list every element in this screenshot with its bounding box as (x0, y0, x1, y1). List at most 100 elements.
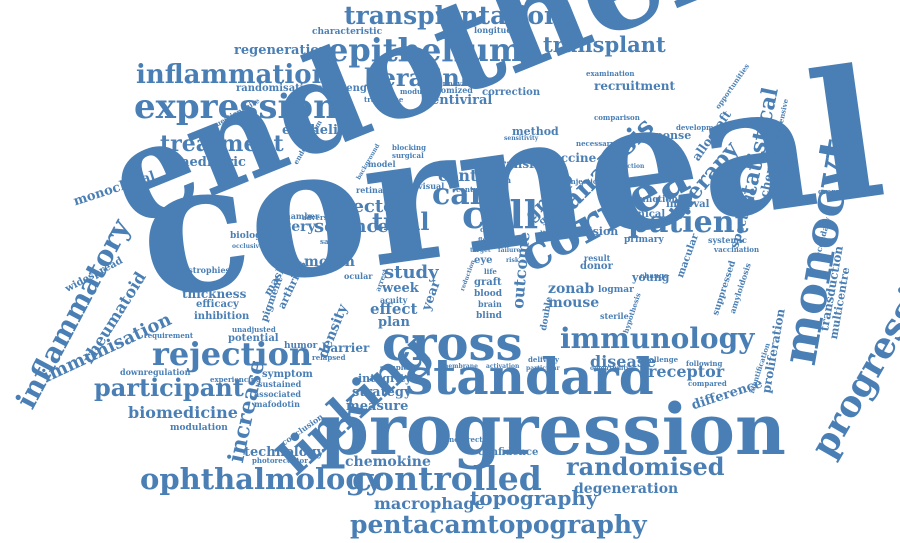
word-study: study (384, 262, 439, 283)
word-photoreceptor: photoreceptor (252, 456, 308, 465)
word-fluid: fluid (478, 237, 494, 244)
word-human: human (480, 175, 512, 185)
word-chemokine: chemokine (345, 454, 431, 470)
word-blood: blood (474, 289, 503, 299)
word-messenger: messenger (318, 83, 379, 94)
word-progression: progression (320, 388, 786, 471)
word-week: week (382, 281, 419, 296)
word-integrity: integrity (358, 372, 412, 385)
word-function: function (616, 163, 645, 170)
word-sustained: sustained (258, 379, 302, 389)
word-ophthalmology: ophthalmology (140, 462, 383, 496)
word-surgical: surgical (392, 151, 424, 160)
word-uncorrected: uncorrected (444, 435, 492, 444)
word-modulation: modulation (170, 423, 228, 433)
word-expression: expression (134, 87, 338, 127)
word-logmar: logmar (598, 285, 634, 295)
word-vision: vision (582, 225, 619, 238)
word-overexpression: overexpression (818, 187, 877, 196)
word-systemic: systemic (708, 235, 747, 245)
word-biomedicine: biomedicine (128, 403, 238, 422)
word-retinal: retinal (356, 185, 387, 195)
word-cell: cell (462, 192, 539, 237)
word-transplantation: transplantation (344, 1, 563, 30)
word-compared: compared (688, 379, 727, 388)
word-standard: standard (405, 347, 654, 406)
word-failure: failure (498, 247, 521, 254)
word-zonab: zonab (548, 281, 595, 297)
word-brain: brain (478, 299, 502, 309)
word-examination: examination (586, 69, 635, 78)
word-treatment: treatment (160, 131, 284, 157)
word-junction: junction (636, 195, 678, 205)
word-sterile: sterile (600, 311, 629, 321)
word-science: science (314, 216, 389, 237)
word-model: model (368, 159, 396, 169)
word-associated: associated (254, 389, 301, 399)
word-transplant: transplant (543, 32, 666, 57)
word-sensitivity: sensitivity (504, 135, 539, 142)
word-plan: plan (378, 315, 410, 330)
word-effect: effect (370, 300, 418, 318)
word-relapsed: relapsed (312, 353, 346, 362)
word-opportunity: opportunity (590, 365, 630, 372)
word-epithelial: epithelial (282, 123, 352, 138)
word-care: care (432, 177, 505, 212)
word-double: double (539, 296, 555, 332)
word-ocular: ocular (344, 271, 373, 281)
word-vaccination: vaccination (714, 245, 760, 254)
word-participant: participant (94, 373, 244, 402)
word-primary: primary (624, 235, 664, 245)
word-topography: topography (470, 486, 598, 510)
word-innovation: innovation (440, 79, 482, 88)
word-downregulation: downregulation (120, 367, 191, 377)
word-comparison: comparison (594, 113, 640, 122)
word-control: control (456, 185, 485, 194)
word-transfer: transfer (494, 157, 549, 171)
word-rejection: rejection (152, 335, 313, 373)
word-longitudinal: longitudinal (474, 25, 530, 35)
word-adverse: adverse (302, 213, 333, 222)
word-controlled: controlled (352, 459, 542, 498)
word-vaccine: vaccine (546, 151, 597, 165)
word-challenge: challenge (640, 355, 679, 364)
word-injection: injection (568, 177, 603, 186)
word-requirement: requirement (144, 331, 194, 340)
word-occlusive: occlusive (232, 243, 263, 250)
word-barrier: barrier (322, 341, 370, 355)
word-chamber: chamber (280, 211, 320, 221)
word-outcome: outcome (508, 230, 534, 310)
word-method: method (512, 125, 559, 138)
word-interval: interval (666, 199, 710, 210)
word-symptom: symptom (262, 369, 313, 380)
word-recruitment: recruitment (594, 79, 676, 93)
word-child: child (480, 225, 500, 234)
word-blind: blind (476, 311, 502, 321)
word-vector: vector (342, 196, 405, 217)
word-epithelium: epithelium (328, 31, 523, 69)
word-confidence: confidence (478, 447, 539, 458)
word-response: response (636, 129, 692, 142)
word-macrophage: macrophage (374, 494, 485, 513)
word-limbal: limbal (540, 229, 565, 238)
word-keralink: keralink (364, 63, 477, 92)
word-regeneration: regeneration (234, 43, 329, 58)
word-cross: cross (382, 316, 523, 372)
word-clinical: clinical (624, 209, 666, 220)
word-following: following (686, 359, 723, 368)
word-safety: safety (320, 237, 344, 246)
word-potential: potential (228, 333, 279, 344)
word-humor: humor (284, 341, 318, 351)
word-strategy: strategy (352, 385, 412, 400)
word-surgery: surgery (256, 219, 316, 235)
word-development: development (676, 123, 727, 132)
word-disease: disease (590, 352, 657, 371)
word-transgene: transgene (364, 95, 404, 104)
word-acuity: acuity (380, 295, 408, 305)
word-membrane: membrane (442, 363, 478, 370)
word-sample: sample (380, 363, 408, 372)
word-result: result (584, 253, 611, 263)
word-efficacy: efficacy (196, 299, 239, 310)
word-life: life (484, 267, 497, 276)
